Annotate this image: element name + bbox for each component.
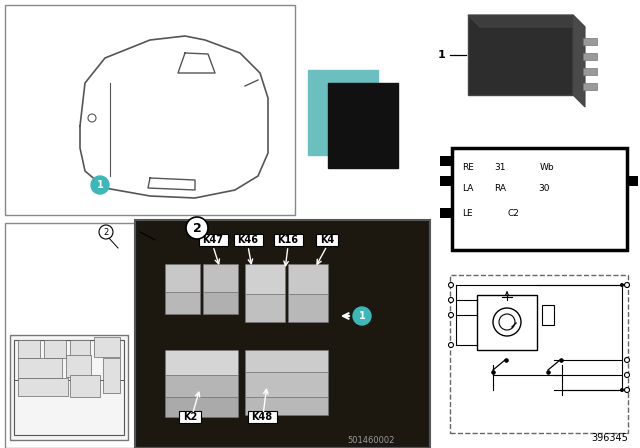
- Bar: [583, 38, 597, 45]
- Bar: [165, 397, 238, 417]
- Bar: [165, 264, 200, 292]
- Bar: [5, 223, 135, 448]
- Bar: [245, 294, 285, 322]
- Bar: [14, 340, 124, 435]
- Text: 1: 1: [437, 50, 445, 60]
- Text: LA: LA: [462, 184, 474, 193]
- Circle shape: [493, 308, 521, 336]
- Circle shape: [625, 283, 630, 288]
- Bar: [583, 68, 597, 75]
- Bar: [10, 335, 128, 440]
- Bar: [18, 340, 40, 358]
- Bar: [274, 234, 303, 246]
- Bar: [165, 350, 238, 375]
- Bar: [450, 275, 628, 433]
- Bar: [245, 350, 328, 372]
- Bar: [18, 358, 62, 378]
- Text: K48: K48: [252, 412, 273, 422]
- Polygon shape: [573, 15, 585, 107]
- Bar: [70, 340, 90, 358]
- Bar: [165, 375, 238, 397]
- Circle shape: [449, 283, 454, 288]
- Text: C2: C2: [507, 208, 519, 217]
- Bar: [179, 411, 201, 423]
- Bar: [626, 176, 638, 186]
- Bar: [199, 234, 228, 246]
- Text: 31: 31: [494, 163, 506, 172]
- Text: RA: RA: [494, 184, 506, 193]
- Bar: [308, 70, 378, 155]
- Text: 30: 30: [538, 184, 550, 193]
- Bar: [137, 222, 428, 446]
- Text: RE: RE: [462, 163, 474, 172]
- Bar: [440, 156, 453, 166]
- Bar: [203, 264, 238, 292]
- Text: 2: 2: [193, 221, 202, 234]
- Circle shape: [620, 283, 624, 287]
- Circle shape: [88, 114, 96, 122]
- Bar: [288, 264, 328, 294]
- Text: 1: 1: [358, 311, 365, 321]
- Circle shape: [186, 217, 208, 239]
- Text: K47: K47: [202, 235, 223, 245]
- Circle shape: [99, 225, 113, 239]
- Bar: [70, 375, 100, 397]
- Bar: [288, 294, 328, 322]
- Bar: [248, 411, 277, 423]
- Bar: [542, 305, 554, 325]
- Bar: [440, 176, 453, 186]
- Bar: [328, 83, 398, 168]
- Bar: [245, 264, 285, 294]
- Circle shape: [91, 176, 109, 194]
- Circle shape: [449, 297, 454, 302]
- Circle shape: [625, 358, 630, 362]
- Bar: [234, 234, 263, 246]
- Circle shape: [625, 372, 630, 378]
- Text: LE: LE: [462, 208, 472, 217]
- Bar: [477, 295, 537, 350]
- Bar: [94, 337, 120, 357]
- Circle shape: [449, 343, 454, 348]
- Text: K16: K16: [278, 235, 298, 245]
- Text: Wb: Wb: [540, 163, 555, 172]
- Bar: [245, 397, 328, 415]
- Text: 396345: 396345: [591, 433, 628, 443]
- Bar: [18, 378, 68, 396]
- Bar: [245, 372, 328, 397]
- Bar: [468, 15, 573, 95]
- Bar: [203, 292, 238, 314]
- Circle shape: [353, 307, 371, 325]
- Bar: [103, 358, 120, 393]
- Text: K2: K2: [183, 412, 197, 422]
- Circle shape: [620, 388, 624, 392]
- Bar: [135, 220, 430, 448]
- Bar: [583, 83, 597, 90]
- Text: 2: 2: [104, 228, 109, 237]
- Bar: [452, 148, 627, 250]
- Bar: [583, 53, 597, 60]
- Circle shape: [449, 313, 454, 318]
- Bar: [316, 234, 338, 246]
- Bar: [66, 355, 91, 377]
- Text: 1: 1: [97, 180, 104, 190]
- Bar: [165, 292, 200, 314]
- Bar: [440, 208, 453, 218]
- Text: K46: K46: [237, 235, 259, 245]
- Text: K4: K4: [320, 235, 334, 245]
- Polygon shape: [468, 15, 585, 27]
- Circle shape: [499, 314, 515, 330]
- Bar: [5, 5, 295, 215]
- Bar: [44, 340, 66, 358]
- Circle shape: [625, 388, 630, 392]
- Text: 501460002: 501460002: [348, 436, 395, 445]
